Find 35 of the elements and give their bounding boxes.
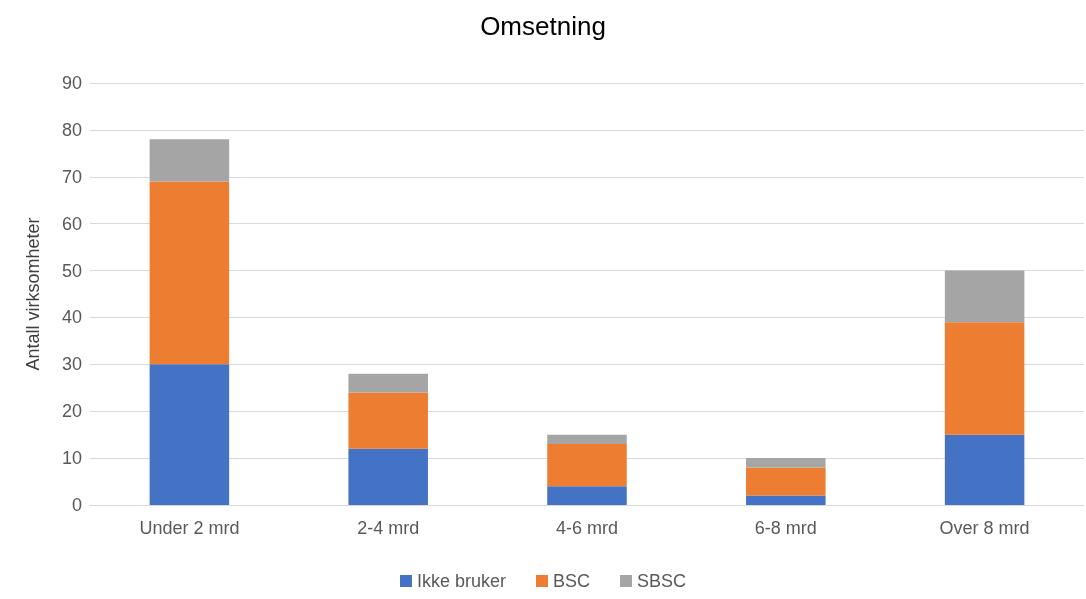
y-tick-label: 40 — [61, 307, 82, 328]
y-tick-label: 30 — [61, 354, 82, 375]
bar — [944, 434, 1025, 505]
bar — [149, 181, 230, 365]
bar — [547, 434, 627, 445]
y-tick-label: 90 — [61, 73, 82, 93]
y-tick-label: 70 — [61, 166, 82, 187]
bar — [348, 373, 428, 393]
x-tick-label: 6-8 mrd — [754, 518, 817, 538]
y-tick-label: 50 — [61, 260, 82, 281]
legend-label: BSC — [553, 571, 591, 591]
legend-label: Ikke bruker — [416, 571, 507, 591]
bar — [944, 322, 1025, 435]
y-tick-label: 60 — [61, 213, 82, 234]
y-tick-label: 10 — [61, 448, 82, 469]
bar — [348, 392, 428, 449]
bar — [944, 270, 1025, 323]
bar — [746, 458, 826, 468]
y-tick-label: 0 — [71, 495, 82, 515]
legend-label: SBSC — [637, 571, 687, 591]
bar — [746, 495, 826, 505]
bar — [547, 486, 627, 505]
y-tick-label: 20 — [61, 401, 82, 422]
bar — [746, 467, 826, 496]
x-tick-label: 4-6 mrd — [555, 518, 619, 538]
bar — [149, 139, 230, 182]
y-tick-label: 80 — [61, 119, 82, 140]
chart-title: Omsetning — [480, 11, 606, 41]
x-tick-label: 2-4 mrd — [357, 518, 420, 538]
x-tick-label: Over 8 mrd — [939, 518, 1030, 538]
y-axis-title: Antall virksomheter — [23, 217, 43, 371]
bar — [348, 448, 428, 505]
x-tick-label: Under 2 mrd — [139, 518, 240, 538]
bar — [547, 444, 627, 487]
bar — [149, 364, 230, 505]
